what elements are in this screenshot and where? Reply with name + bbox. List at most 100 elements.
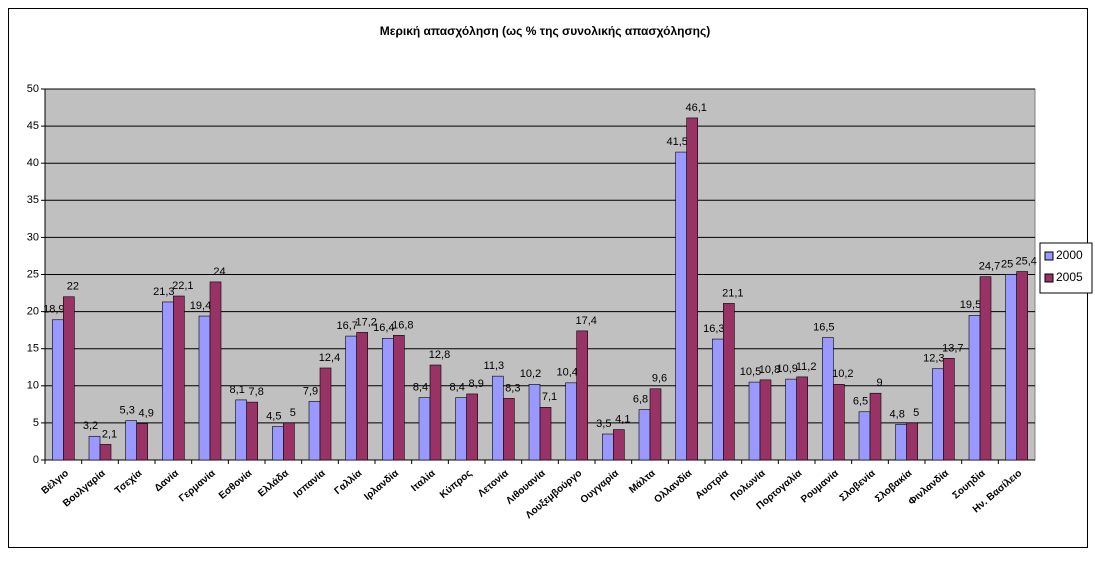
data-label: 19,5 bbox=[960, 299, 981, 311]
data-label: 13,7 bbox=[942, 342, 963, 354]
data-label: 11,3 bbox=[484, 360, 505, 372]
data-label: 21,1 bbox=[722, 287, 743, 299]
data-label: 9,6 bbox=[652, 373, 667, 385]
bar bbox=[345, 335, 357, 461]
y-tick-label: 40 bbox=[27, 157, 39, 169]
data-label: 10,4 bbox=[556, 367, 577, 379]
bar bbox=[785, 378, 797, 461]
bar bbox=[539, 407, 552, 461]
y-tick-label: 35 bbox=[27, 194, 39, 206]
data-label: 8,9 bbox=[469, 378, 484, 390]
bar bbox=[979, 276, 992, 461]
y-tick-label: 50 bbox=[27, 83, 39, 95]
data-label: 24,7 bbox=[979, 261, 1000, 273]
bar bbox=[466, 393, 478, 461]
chart-title: Μερική απασχόληση (ως % της συνολικής απ… bbox=[380, 24, 710, 38]
bar bbox=[613, 429, 625, 461]
data-label: 12,8 bbox=[429, 349, 450, 361]
bar bbox=[576, 330, 588, 461]
data-label: 17,2 bbox=[355, 316, 376, 328]
bar bbox=[968, 315, 981, 461]
data-label: 4,1 bbox=[615, 413, 630, 425]
bar bbox=[602, 433, 614, 461]
bar bbox=[63, 296, 75, 461]
data-label: 11,2 bbox=[796, 361, 817, 373]
data-label: 16,4 bbox=[373, 322, 394, 334]
data-label: 12,4 bbox=[319, 352, 340, 364]
data-label: 6,8 bbox=[633, 393, 648, 405]
bar bbox=[382, 338, 394, 461]
y-tick-label: 5 bbox=[33, 417, 39, 429]
bar bbox=[492, 375, 504, 461]
bar bbox=[796, 376, 808, 461]
bar bbox=[283, 422, 295, 461]
data-label: 12,3 bbox=[923, 353, 944, 365]
data-label: 22 bbox=[67, 281, 79, 293]
legend-label: 2000 bbox=[1056, 248, 1083, 262]
data-label: 5 bbox=[290, 407, 296, 419]
data-label: 10,2 bbox=[832, 368, 853, 380]
bar bbox=[822, 337, 834, 461]
bar bbox=[418, 397, 431, 461]
bar bbox=[162, 301, 174, 461]
bar bbox=[429, 364, 442, 461]
bar bbox=[1005, 274, 1017, 461]
bar bbox=[99, 444, 112, 461]
data-label: 3,2 bbox=[83, 420, 98, 432]
data-label: 25 bbox=[1001, 258, 1013, 270]
data-label: 7,1 bbox=[542, 391, 557, 403]
data-label: 5 bbox=[913, 407, 919, 419]
bar bbox=[393, 335, 405, 461]
bar bbox=[649, 388, 662, 461]
bar bbox=[723, 303, 735, 461]
bar bbox=[943, 358, 955, 461]
bar bbox=[895, 424, 907, 461]
data-label: 46,1 bbox=[685, 102, 706, 114]
data-label: 21,3 bbox=[153, 286, 174, 298]
bar bbox=[528, 384, 541, 461]
bar bbox=[932, 368, 944, 461]
y-tick-label: 30 bbox=[27, 231, 39, 243]
bar bbox=[686, 117, 698, 461]
data-label: 41,5 bbox=[666, 136, 687, 148]
data-label: 3,5 bbox=[596, 418, 611, 430]
data-label: 9 bbox=[876, 377, 882, 389]
data-label: 10,9 bbox=[776, 363, 797, 375]
data-label: 16,8 bbox=[392, 319, 413, 331]
y-tick-label: 25 bbox=[27, 268, 39, 280]
bar bbox=[125, 420, 137, 461]
data-label: 8,4 bbox=[413, 382, 428, 394]
legend-swatch bbox=[1044, 251, 1054, 261]
data-label: 4,5 bbox=[266, 411, 281, 423]
y-tick-label: 0 bbox=[33, 454, 39, 466]
bar bbox=[503, 398, 515, 461]
bar bbox=[209, 281, 222, 461]
bar bbox=[356, 332, 368, 461]
data-label: 17,4 bbox=[575, 315, 596, 327]
data-label: 8,3 bbox=[505, 382, 520, 394]
bar bbox=[52, 319, 64, 461]
data-label: 18,9 bbox=[43, 304, 64, 316]
y-tick-label: 15 bbox=[27, 343, 39, 355]
bar bbox=[308, 401, 321, 461]
bar bbox=[319, 367, 332, 461]
bar bbox=[272, 426, 284, 461]
data-label: 7,9 bbox=[303, 385, 318, 397]
data-label: 19,4 bbox=[190, 300, 211, 312]
data-label: 4,8 bbox=[890, 408, 905, 420]
data-label: 10,5 bbox=[740, 366, 761, 378]
bar bbox=[173, 295, 185, 461]
bar bbox=[246, 401, 258, 461]
bar bbox=[638, 409, 651, 461]
data-label: 4,9 bbox=[139, 408, 154, 420]
data-label: 22,1 bbox=[172, 280, 193, 292]
legend-swatch bbox=[1044, 273, 1054, 283]
bar bbox=[833, 384, 845, 461]
bar bbox=[675, 151, 687, 461]
data-label: 16,3 bbox=[703, 323, 724, 335]
data-label: 5,3 bbox=[120, 405, 135, 417]
bar bbox=[198, 315, 211, 461]
data-label: 16,5 bbox=[813, 321, 834, 333]
bar bbox=[748, 381, 761, 461]
bar bbox=[858, 411, 871, 461]
